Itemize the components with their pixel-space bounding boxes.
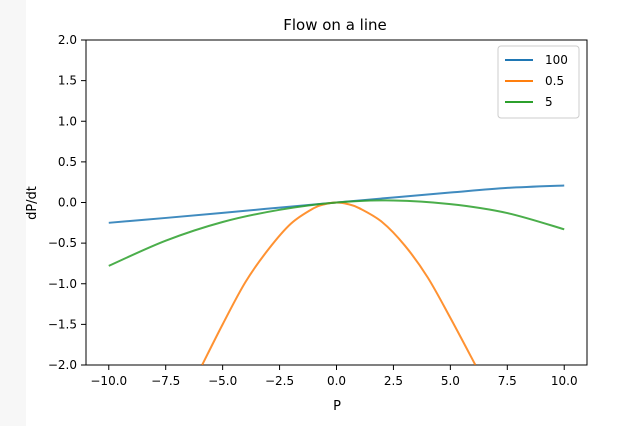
y-tick-label: −2.0 <box>48 358 77 372</box>
legend-label-2: 5 <box>545 95 553 109</box>
y-tick-label: −1.0 <box>48 277 77 291</box>
series-line-2 <box>108 199 565 267</box>
x-tick-label: 10.0 <box>551 374 578 388</box>
legend: 100 0.5 5 <box>497 45 580 119</box>
legend-label-0: 100 <box>545 53 568 67</box>
y-axis-label: dP/dt <box>25 186 40 220</box>
left-margin-strip <box>0 0 26 426</box>
legend-label-1: 0.5 <box>545 74 564 88</box>
x-tick-label: 5.0 <box>441 374 460 388</box>
y-tick-label: 0.5 <box>58 155 77 169</box>
series-line-1 <box>201 201 477 365</box>
y-tick-label: −0.5 <box>48 236 77 250</box>
y-tick-label: −1.5 <box>48 317 77 331</box>
x-tick-label: −2.5 <box>265 374 294 388</box>
series-line-0 <box>108 184 565 224</box>
y-tick-label: 0.0 <box>58 196 77 210</box>
x-tick-label: −7.5 <box>151 374 180 388</box>
x-axis-label: P <box>333 399 341 414</box>
series-layer <box>108 184 565 365</box>
chart-title: Flow on a line <box>283 16 387 34</box>
x-tick-label: −5.0 <box>208 374 237 388</box>
y-tick-label: 1.5 <box>58 74 77 88</box>
x-tick-label: 2.5 <box>384 374 403 388</box>
y-tick-label: 2.0 <box>58 33 77 47</box>
x-tick-label: 0.0 <box>327 374 346 388</box>
x-tick-label: −10.0 <box>90 374 127 388</box>
y-axis: 2.0 1.5 1.0 0.5 0.0 −0.5 −1.0 −1.5 −2.0 <box>48 33 86 372</box>
x-tick-label: 7.5 <box>498 374 517 388</box>
legend-box <box>497 45 580 119</box>
x-axis: −10.0 −7.5 −5.0 −2.5 0.0 2.5 5.0 7.5 10.0 <box>90 365 578 388</box>
y-tick-label: 1.0 <box>58 114 77 128</box>
